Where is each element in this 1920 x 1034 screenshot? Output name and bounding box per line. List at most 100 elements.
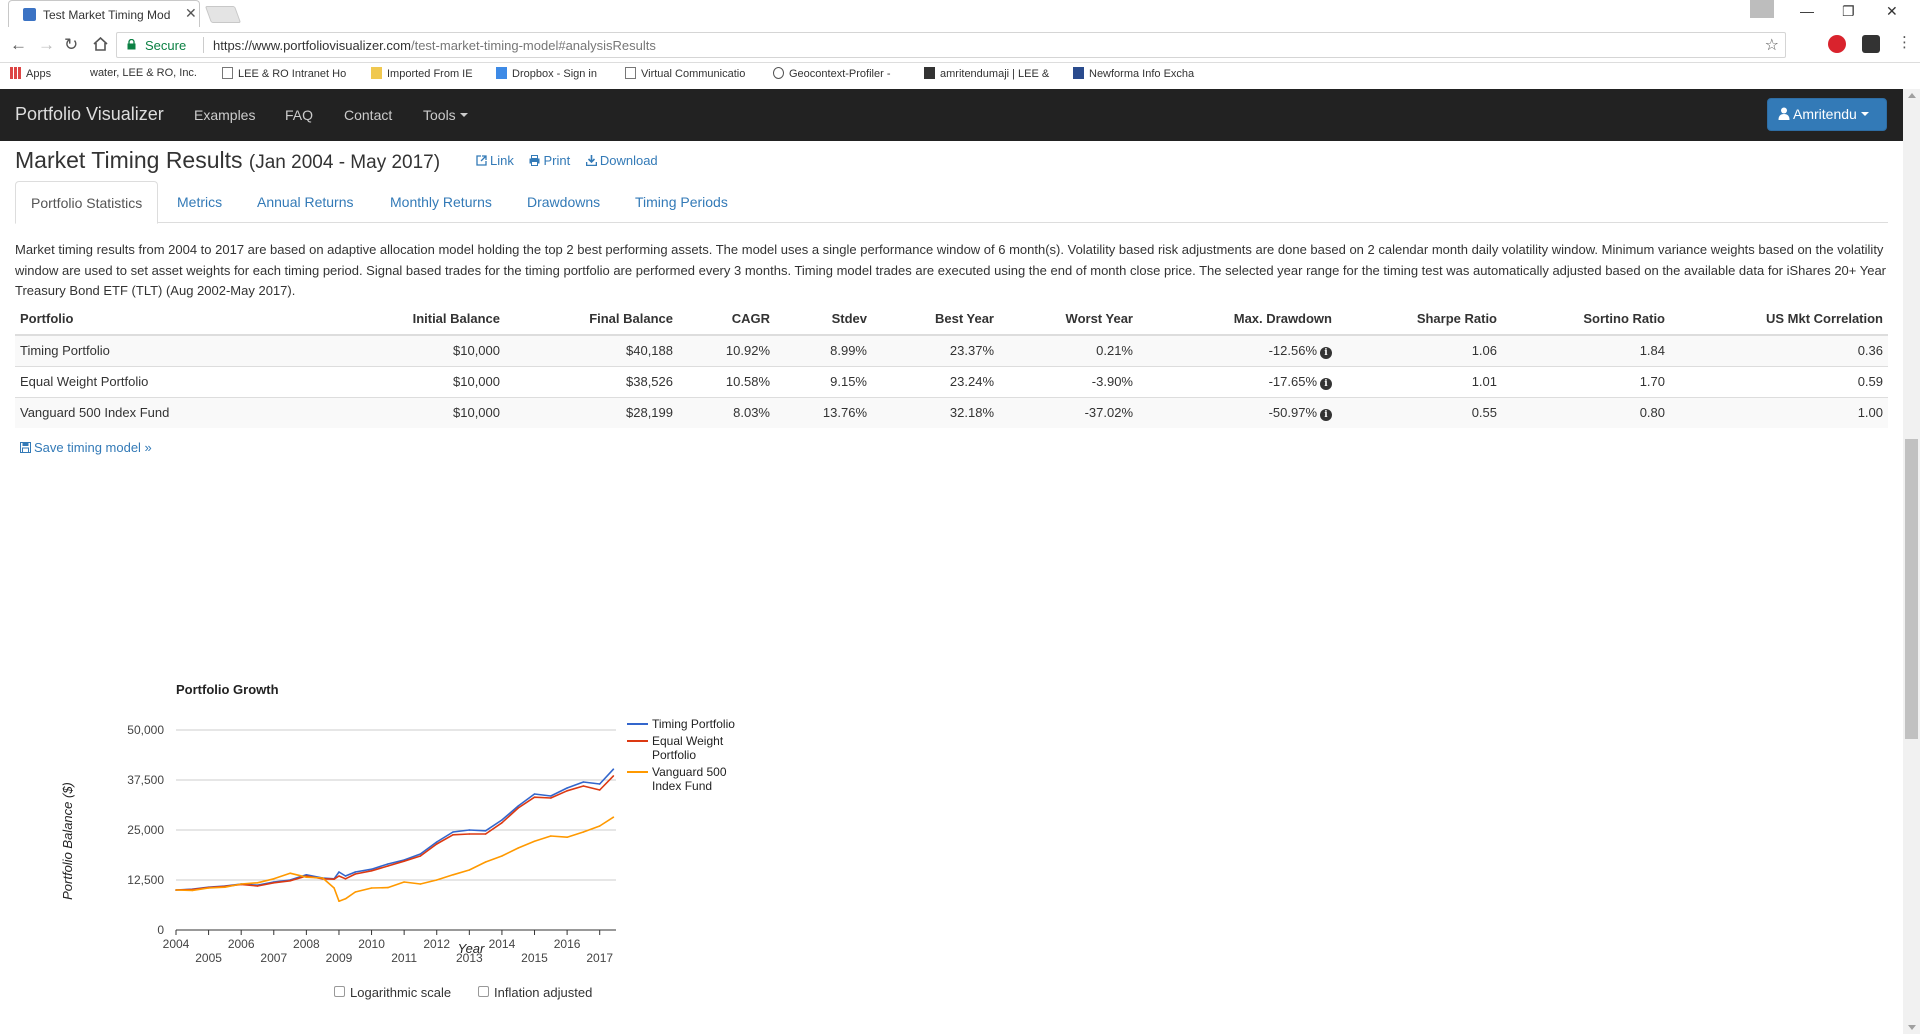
data-point <box>354 871 357 873</box>
column-header: Portfolio <box>15 303 270 336</box>
bookmark-item[interactable]: Imported From IE <box>371 67 489 80</box>
profile-icon[interactable] <box>1750 0 1774 18</box>
legend-label: Vanguard 500 Index Fund <box>652 765 727 793</box>
logarithmic-scale-checkbox[interactable] <box>334 986 345 997</box>
nav-examples[interactable]: Examples <box>194 107 256 123</box>
table-cell: 8.99% <box>775 334 872 366</box>
page-scrollbar[interactable] <box>1903 89 1920 1034</box>
print-action[interactable]: Print <box>529 153 570 168</box>
tab-metrics[interactable]: Metrics <box>177 194 223 210</box>
x-tick-label: 2010 <box>358 937 385 951</box>
result-actions: Link Print Download <box>476 153 670 168</box>
data-point <box>484 830 487 832</box>
apps-grid-icon <box>10 67 21 79</box>
reload-icon[interactable]: ↻ <box>64 35 79 54</box>
menu-dots-icon[interactable]: ⋮ <box>1897 34 1912 51</box>
data-point <box>612 775 615 777</box>
brand-logo[interactable]: Portfolio Visualizer <box>15 104 164 124</box>
legend-label-line: Vanguard 500 <box>652 765 727 779</box>
legend-label-line: Index Fund <box>652 779 712 793</box>
close-window-icon[interactable]: ✕ <box>1886 3 1898 19</box>
tab-drawdowns[interactable]: Drawdowns <box>527 194 601 210</box>
home-icon[interactable] <box>93 37 108 51</box>
new-tab-button[interactable] <box>204 6 242 23</box>
table-cell: $28,199 <box>505 396 678 428</box>
tab-timing-periods[interactable]: Timing Periods <box>635 194 728 210</box>
bookmark-item[interactable]: LEE & RO Intranet Ho <box>222 67 357 80</box>
data-point <box>612 768 615 770</box>
browser-tab[interactable]: Test Market Timing Mod ✕ <box>8 0 200 27</box>
nav-faq[interactable]: FAQ <box>285 107 314 123</box>
inflation-adjusted-checkbox[interactable] <box>478 986 489 997</box>
portfolio-growth-chart: Portfolio Growth 0 12,500 25,000 37,500 50,0… <box>60 682 735 965</box>
column-header: Max. Drawdown <box>1138 303 1337 336</box>
secure-label: Secure <box>145 38 187 53</box>
inflation-adjusted-option[interactable]: Inflation adjusted <box>478 985 592 1000</box>
url-separator <box>203 37 204 53</box>
data-point <box>273 882 275 884</box>
bookmark-item[interactable]: amritendumaji | LEE & <box>924 67 1059 80</box>
data-point <box>484 861 487 863</box>
logarithmic-scale-option[interactable]: Logarithmic scale <box>334 985 451 1000</box>
legend-label: Timing Portfolio <box>652 717 735 731</box>
bookmark-label: water, LEE & RO, Inc. <box>90 67 197 79</box>
table-row: Timing Portfolio $10,000 $40,188 10.92% … <box>15 334 1888 366</box>
minimize-icon[interactable]: — <box>1800 3 1814 19</box>
bookmark-label: LEE & RO Intranet Ho <box>238 68 347 80</box>
info-icon[interactable]: i <box>1320 346 1332 359</box>
legend-label-line: Timing Portfolio <box>652 717 735 731</box>
url-input[interactable]: Secure https://www.portfoliovisualizer.c… <box>116 32 1786 58</box>
bookmark-item[interactable]: Newforma Info Excha <box>1073 67 1210 80</box>
back-icon[interactable]: ← <box>10 35 27 54</box>
scroll-down-icon[interactable] <box>1908 1025 1916 1030</box>
bookmark-star-icon[interactable]: ☆ <box>1764 37 1779 54</box>
forward-icon[interactable]: → <box>38 35 55 54</box>
table-cell: 9.15% <box>775 365 872 397</box>
tab-annual-returns[interactable]: Annual Returns <box>257 194 354 210</box>
drawdown-value: -50.97% <box>1268 404 1317 420</box>
bookmark-label: Imported From IE <box>387 68 473 80</box>
data-point <box>501 819 503 821</box>
data-point <box>354 891 357 893</box>
data-point <box>517 847 519 849</box>
data-point <box>305 876 308 878</box>
date-range: (Jan 2004 - May 2017) <box>248 152 441 173</box>
table-cell: Equal Weight Portfolio <box>15 365 270 397</box>
restore-icon[interactable]: ❐ <box>1842 3 1855 19</box>
data-point <box>452 834 454 836</box>
nav-tools-dropdown[interactable]: Tools <box>423 107 468 123</box>
folder-icon <box>371 67 382 79</box>
table-header-row: Portfolio Initial Balance Final Balance … <box>15 303 1888 336</box>
data-point <box>550 835 552 837</box>
bookmark-item[interactable]: Virtual Communicatio <box>625 67 760 80</box>
column-header: Stdev <box>775 303 872 336</box>
tab-monthly-returns[interactable]: Monthly Returns <box>390 194 492 210</box>
info-icon[interactable]: i <box>1320 377 1332 390</box>
scrollbar-thumb[interactable] <box>1905 439 1918 739</box>
data-point <box>191 889 194 892</box>
data-point <box>566 787 568 789</box>
bookmark-item[interactable]: Geocontext-Profiler - <box>773 67 906 80</box>
info-icon[interactable]: i <box>1320 408 1332 421</box>
drawdown-value: -12.56% <box>1268 342 1317 358</box>
table-cell: $38,526 <box>505 365 678 397</box>
legend-label: Equal Weight Portfolio <box>652 734 724 762</box>
table-cell: -50.97% i <box>1138 396 1337 428</box>
close-tab-icon[interactable]: ✕ <box>185 5 197 21</box>
scroll-up-icon[interactable] <box>1908 93 1916 98</box>
user-menu-button[interactable]: Amritendu <box>1767 98 1887 131</box>
nav-tools-label: Tools <box>423 107 456 123</box>
save-timing-model-link[interactable]: Save timing model » <box>20 440 152 455</box>
bookmark-item[interactable]: water, LEE & RO, Inc. <box>90 67 206 79</box>
extension-icon[interactable] <box>1862 35 1880 53</box>
link-action[interactable]: Link <box>476 153 514 168</box>
table-cell: 1.01 <box>1337 365 1502 397</box>
bookmark-item[interactable]: Dropbox - Sign in <box>496 67 618 80</box>
nav-contact[interactable]: Contact <box>344 107 393 123</box>
download-action[interactable]: Download <box>585 153 658 168</box>
table-cell: Timing Portfolio <box>15 334 270 366</box>
adblock-extension-icon[interactable] <box>1828 35 1846 53</box>
table-cell: 1.00 <box>1670 396 1888 428</box>
bookmark-apps[interactable]: Apps <box>10 67 51 80</box>
tab-portfolio-statistics[interactable]: Portfolio Statistics <box>15 181 159 224</box>
